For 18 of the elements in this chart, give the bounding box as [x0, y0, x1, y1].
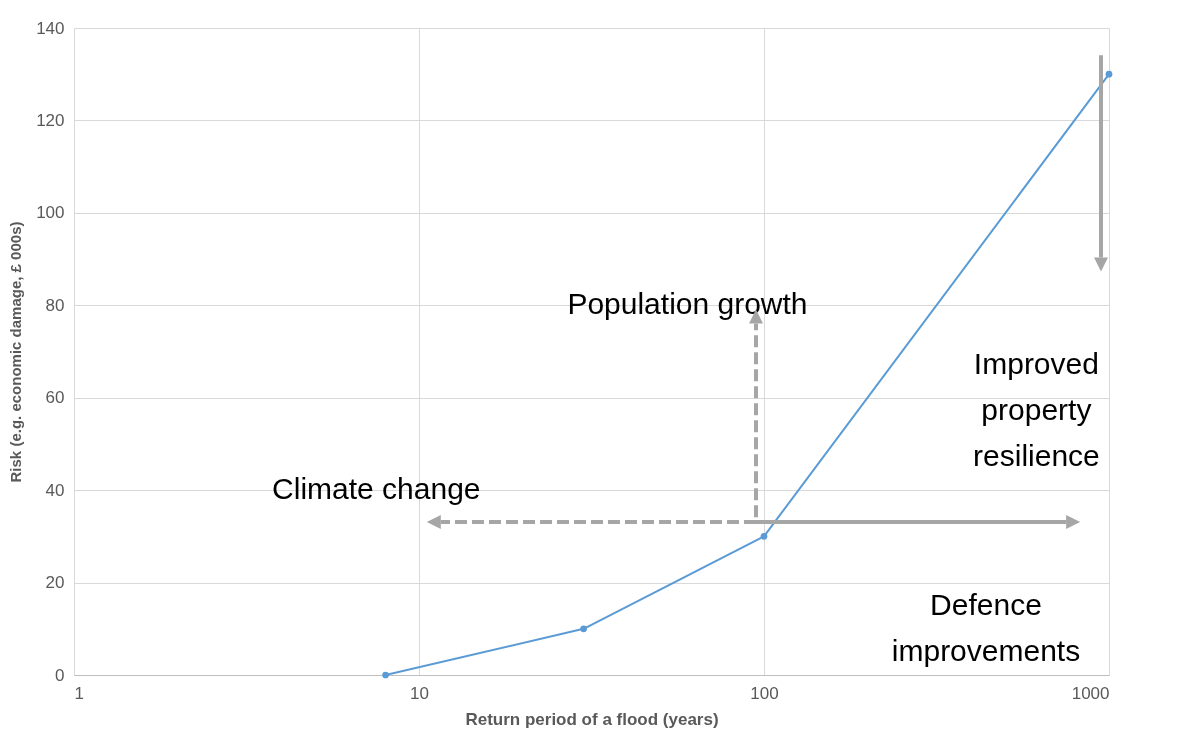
y-tick-label: 140: [36, 18, 65, 38]
y-tick-label: 20: [45, 573, 65, 593]
y-tick-label: 60: [45, 388, 65, 408]
x-tick-label: 10: [410, 683, 429, 703]
x-tick-label: 1000: [1071, 683, 1110, 703]
y-tick-label: 0: [55, 665, 65, 685]
x-tick-label: 100: [750, 683, 779, 703]
annotation: Improved property resilience: [973, 347, 1100, 473]
y-tick-label: 120: [36, 110, 65, 130]
y-tick-label: 40: [45, 480, 65, 500]
x-axis-title: Return period of a flood (years): [465, 709, 719, 729]
annotation: Defence improvements: [891, 587, 1081, 667]
x-tick-label: 1: [74, 683, 84, 703]
y-tick-label: 80: [45, 295, 65, 315]
y-axis-title: Risk (e.g. economic damage, £ 000s): [7, 221, 25, 483]
y-tick-label: 100: [36, 203, 65, 223]
annotation: Climate change: [272, 472, 481, 506]
annotation: Population growth: [567, 287, 808, 321]
